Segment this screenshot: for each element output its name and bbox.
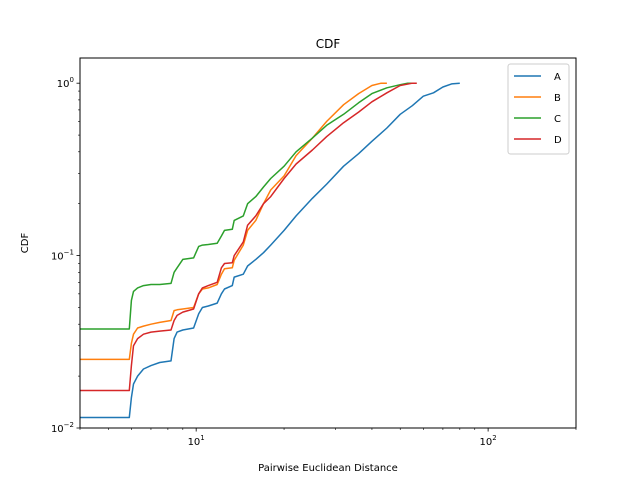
legend-label: D (554, 135, 562, 146)
legend-label: C (554, 114, 561, 125)
series-line-b (80, 82, 387, 361)
y-axis-label: CDF (20, 233, 31, 254)
legend-label: B (554, 93, 561, 104)
legend-label: A (554, 72, 561, 83)
x-tick-label: 102 (480, 434, 497, 448)
y-tick-label: 100 (57, 76, 74, 90)
series-line-d (80, 82, 417, 392)
series-line-c (80, 82, 413, 330)
y-tick-label: 10−1 (51, 249, 74, 263)
axis-ticks: 101 102 10−2 10−1 100 (51, 76, 577, 448)
y-tick-label: 10−2 (51, 421, 74, 435)
x-tick-label: 101 (188, 434, 205, 448)
chart-title: CDF (316, 37, 341, 51)
series-lines (80, 82, 460, 419)
x-axis-label: Pairwise Euclidean Distance (258, 463, 398, 474)
series-line-a (80, 82, 460, 419)
legend-box (507, 63, 570, 155)
plot-frame (79, 57, 577, 429)
